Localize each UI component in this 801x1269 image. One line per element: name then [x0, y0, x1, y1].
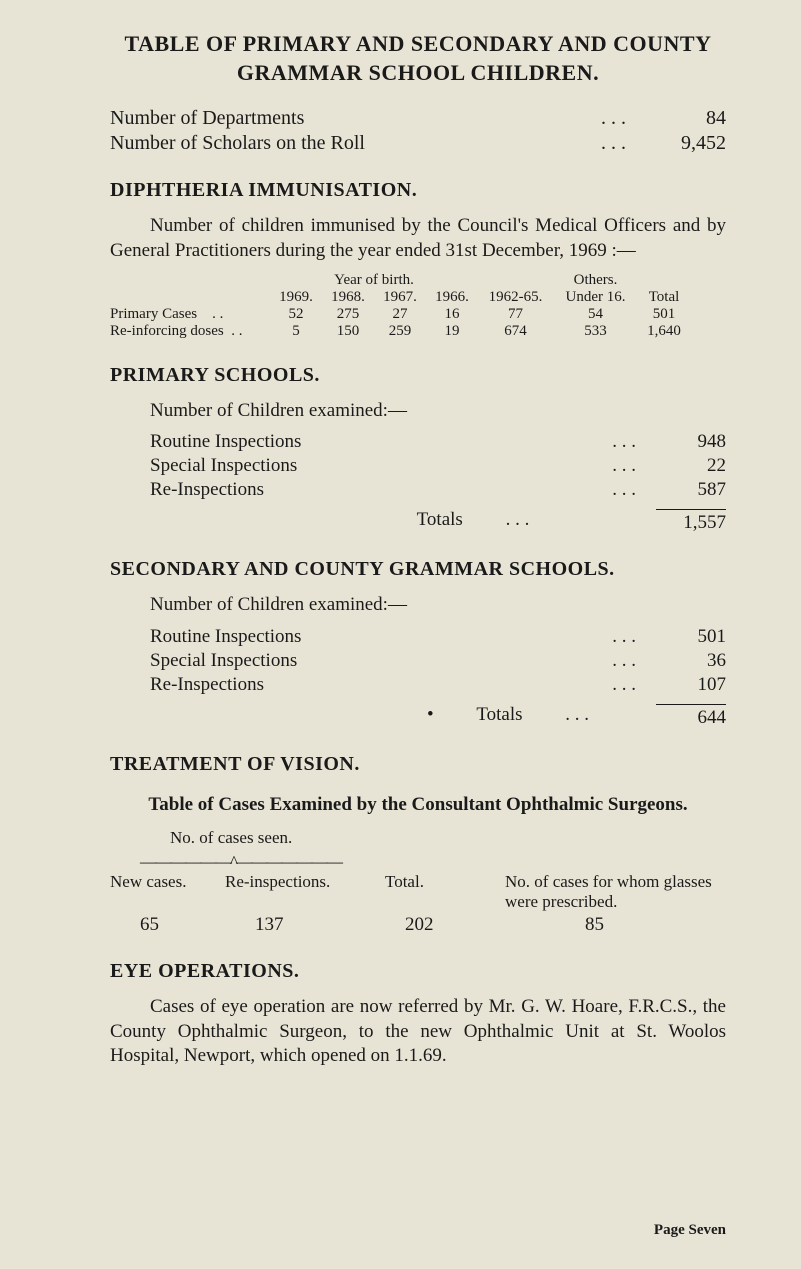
exam-value: 107: [656, 674, 726, 696]
year-cell: 1968.: [322, 289, 374, 306]
cases-header: Total.: [385, 872, 505, 912]
exam-label: Routine Inspections: [150, 431, 592, 453]
totals-label: • Totals . . .: [150, 704, 656, 729]
cases-header: New cases.: [110, 872, 225, 912]
secondary-exam-title: Number of Children examined:—: [110, 593, 726, 618]
data-cell: 19: [426, 323, 478, 340]
exam-label: Routine Inspections: [150, 626, 592, 648]
year-cell: 1962-65.: [478, 289, 553, 306]
cases-header-row: New cases. Re-inspections. Total. No. of…: [110, 872, 726, 912]
exam-row: Routine Inspections . . . 501: [110, 626, 726, 648]
exam-row: Re-Inspections . . . 107: [110, 674, 726, 696]
cases-value: 65: [110, 914, 205, 936]
year-cell: 1969.: [270, 289, 322, 306]
dots: . . .: [601, 132, 626, 155]
data-cell: 259: [374, 323, 426, 340]
data-cell: 54: [553, 306, 638, 323]
primary-heading: PRIMARY SCHOOLS.: [110, 364, 726, 387]
divider-line: ——————^———————: [140, 852, 726, 872]
exam-label: Special Inspections: [150, 455, 592, 477]
exam-value: 22: [656, 455, 726, 477]
year-cell: 1966.: [426, 289, 478, 306]
totals-value: 644: [656, 704, 726, 729]
exam-row: Special Inspections . . . 36: [110, 650, 726, 672]
cases-value-row: 65 137 202 85: [110, 914, 726, 936]
data-cell: 674: [478, 323, 553, 340]
eye-operations-body: Cases of eye operation are now referred …: [110, 995, 726, 1069]
data-cell: 5: [270, 323, 322, 340]
diphtheria-table: Year of birth. Others. 1969. 1968. 1967.…: [110, 272, 726, 340]
exam-label: Re-Inspections: [150, 479, 592, 501]
data-cell: 16: [426, 306, 478, 323]
exam-label: Re-Inspections: [150, 674, 592, 696]
data-cell: 27: [374, 306, 426, 323]
dots: . . .: [612, 650, 636, 672]
primary-exam-title: Number of Children examined:—: [110, 399, 726, 424]
data-cell: 501: [638, 306, 690, 323]
data-cell: 150: [322, 323, 374, 340]
exam-value: 501: [656, 626, 726, 648]
exam-value: 36: [656, 650, 726, 672]
dots: . . .: [612, 674, 636, 696]
row-label: Primary Cases . .: [110, 306, 270, 323]
page-footer: Page Seven: [654, 1222, 726, 1239]
dots: . . .: [612, 479, 636, 501]
table-row: Primary Cases . . 52 275 27 16 77 54 501: [110, 306, 726, 323]
cases-seen-label: No. of cases seen.: [170, 828, 726, 848]
departments-row-1: Number of Departments . . . 84: [110, 107, 726, 130]
dept-label: Number of Departments: [110, 107, 581, 130]
treatment-heading: TREATMENT OF VISION.: [110, 753, 726, 776]
cases-header: No. of cases for whom glasses were presc…: [505, 872, 726, 912]
table-header-row: Year of birth. Others.: [110, 272, 726, 289]
year-cell: Under 16.: [553, 289, 638, 306]
cases-value: 202: [385, 914, 505, 936]
diphtheria-intro: Number of children immunised by the Coun…: [110, 214, 726, 263]
page-title: TABLE OF PRIMARY AND SECONDARY AND COUNT…: [110, 30, 726, 87]
secondary-heading: SECONDARY AND COUNTY GRAMMAR SCHOOLS.: [110, 558, 726, 581]
totals-label: Totals . . .: [150, 509, 656, 534]
exam-row: Routine Inspections . . . 948: [110, 431, 726, 453]
data-cell: 52: [270, 306, 322, 323]
row-label: Re-inforcing doses . .: [110, 323, 270, 340]
diphtheria-heading: DIPHTHERIA IMMUNISATION.: [110, 179, 726, 202]
treatment-sub-heading: Table of Cases Examined by the Consultan…: [110, 794, 726, 816]
totals-row: • Totals . . . 644: [110, 704, 726, 729]
data-cell: 533: [553, 323, 638, 340]
dots: . . .: [612, 455, 636, 477]
dots: . . .: [612, 626, 636, 648]
year-cell: Total: [638, 289, 690, 306]
exam-value: 948: [656, 431, 726, 453]
cases-header: Re-inspections.: [225, 872, 385, 912]
dots: . . .: [612, 431, 636, 453]
departments-row-2: Number of Scholars on the Roll . . . 9,4…: [110, 132, 726, 155]
dots: . . .: [601, 107, 626, 130]
data-cell: 275: [322, 306, 374, 323]
header-birth: Year of birth.: [270, 272, 478, 289]
cases-value: 137: [205, 914, 385, 936]
exam-value: 587: [656, 479, 726, 501]
cases-value: 85: [505, 914, 726, 936]
data-cell: 77: [478, 306, 553, 323]
empty-cell: [478, 272, 553, 289]
dept-value: 84: [646, 107, 726, 130]
empty-cell: [110, 272, 270, 289]
table-row: Re-inforcing doses . . 5 150 259 19 674 …: [110, 323, 726, 340]
header-others: Others.: [553, 272, 638, 289]
exam-row: Re-Inspections . . . 587: [110, 479, 726, 501]
exam-row: Special Inspections . . . 22: [110, 455, 726, 477]
totals-value: 1,557: [656, 509, 726, 534]
data-cell: 1,640: [638, 323, 690, 340]
empty-cell: [110, 289, 270, 306]
dept-value: 9,452: [646, 132, 726, 155]
exam-label: Special Inspections: [150, 650, 592, 672]
year-cell: 1967.: [374, 289, 426, 306]
totals-row: Totals . . . 1,557: [110, 509, 726, 534]
table-years-row: 1969. 1968. 1967. 1966. 1962-65. Under 1…: [110, 289, 726, 306]
eye-operations-heading: EYE OPERATIONS.: [110, 960, 726, 983]
dept-label: Number of Scholars on the Roll: [110, 132, 581, 155]
